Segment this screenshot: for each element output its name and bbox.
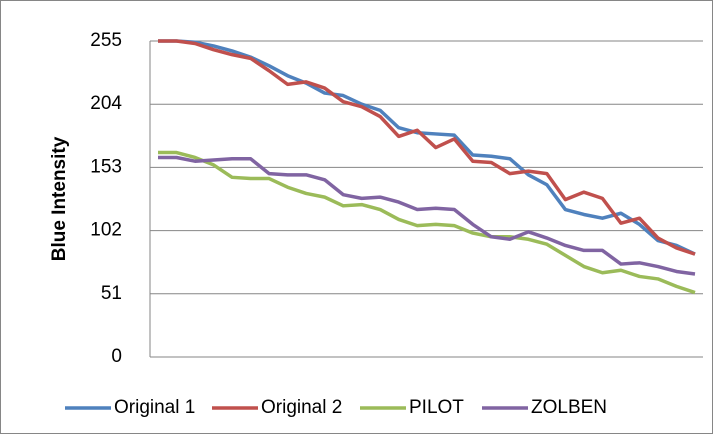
legend-label: ZOLBEN (531, 397, 607, 418)
y-axis-label: Blue Intensity (49, 136, 70, 261)
series-line (158, 150, 696, 295)
y-tick-label: 204 (90, 93, 122, 114)
y-tick-label: 102 (90, 220, 122, 241)
y-tick-label: 0 (111, 346, 122, 367)
y-tick-label: 51 (101, 283, 122, 304)
legend-label: Original 2 (261, 397, 342, 418)
legend-label: PILOT (409, 397, 464, 418)
series-line (158, 155, 696, 276)
y-tick-label: 153 (90, 156, 122, 177)
y-tick-label: 255 (90, 30, 122, 51)
legend-label: Original 1 (114, 397, 195, 418)
series-line (158, 39, 696, 256)
